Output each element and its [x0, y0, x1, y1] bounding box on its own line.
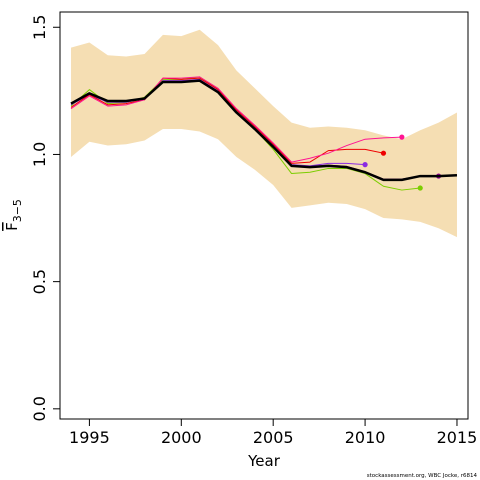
series-endpoint-marker-4	[380, 150, 387, 156]
series-endpoint-marker-2	[417, 185, 423, 191]
footer-note: stockassessment.org, WBC Jocke, r6814	[367, 473, 478, 479]
series-layer	[70, 76, 458, 191]
series-line-main-estimate	[70, 79, 458, 182]
x-tick-label: 2010	[345, 428, 386, 447]
series-endpoint-marker-5	[399, 134, 405, 140]
y-axis-title-main: F	[3, 222, 21, 231]
x-axis: 1995 2000 2005 2010 2015	[69, 418, 478, 447]
y-tick-label: 0.5	[30, 269, 49, 294]
x-tick-label: 2015	[437, 428, 478, 447]
y-axis: 0.0 0.5 1.0 1.5	[30, 15, 61, 422]
x-tick-label: 2005	[253, 428, 294, 447]
y-tick-label: 1.0	[30, 142, 49, 167]
series-line-retro-5	[70, 76, 402, 163]
x-tick-label: 2000	[161, 428, 202, 447]
series-line-retro-4	[70, 77, 384, 164]
series-endpoint-marker-3	[362, 162, 368, 168]
y-axis-title: F3−5	[3, 199, 24, 231]
y-tick-label: 1.5	[30, 15, 49, 40]
svg-text:F3−5: F3−5	[3, 199, 24, 231]
x-tick-label: 1995	[69, 428, 110, 447]
y-tick-label: 0.0	[30, 396, 49, 421]
x-axis-title: Year	[247, 452, 281, 470]
y-axis-title-subscript: 3−5	[11, 199, 24, 222]
